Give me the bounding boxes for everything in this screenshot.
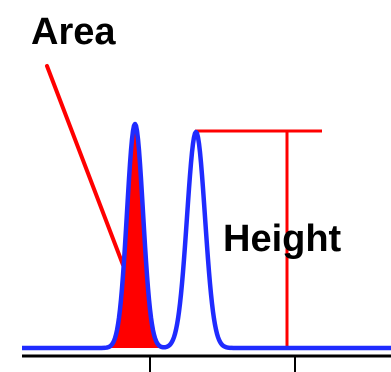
area-pointer-line: [45, 64, 130, 280]
height-label: Height: [223, 218, 342, 260]
area-label: Area: [31, 11, 116, 53]
chromatogram-trace: [20, 121, 391, 351]
